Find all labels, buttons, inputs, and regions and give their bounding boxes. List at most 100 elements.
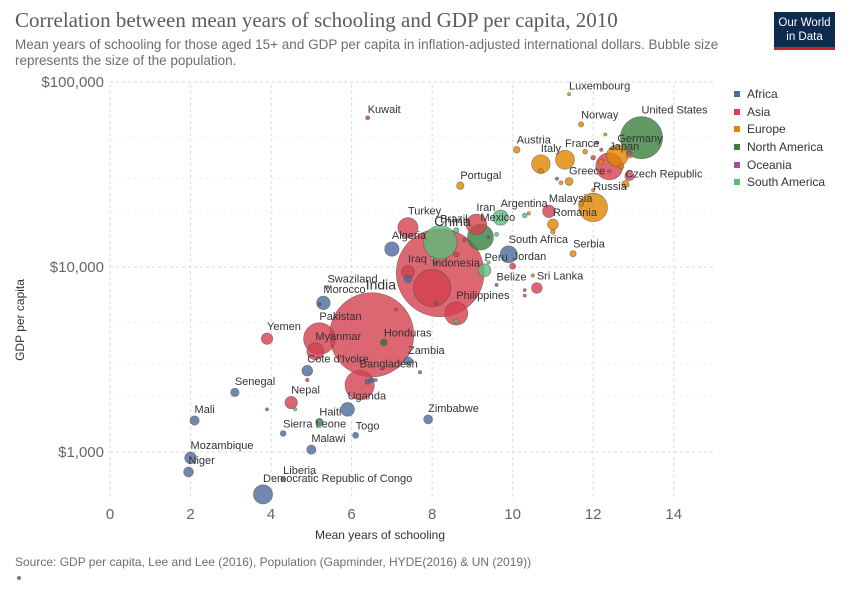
data-point[interactable] bbox=[301, 365, 313, 377]
data-point[interactable] bbox=[403, 356, 413, 366]
data-point[interactable] bbox=[293, 407, 298, 412]
data-point[interactable] bbox=[393, 307, 398, 312]
data-point[interactable] bbox=[591, 188, 596, 193]
data-point[interactable] bbox=[325, 285, 330, 289]
data-point[interactable] bbox=[610, 145, 616, 151]
data-point[interactable] bbox=[381, 339, 387, 345]
data-point[interactable] bbox=[279, 430, 287, 437]
data-point[interactable] bbox=[462, 237, 467, 242]
data-point[interactable] bbox=[578, 192, 608, 223]
data-point[interactable] bbox=[413, 269, 452, 307]
data-point[interactable] bbox=[189, 415, 200, 426]
data-point[interactable] bbox=[397, 217, 419, 239]
data-point[interactable] bbox=[260, 332, 274, 345]
data-point[interactable] bbox=[530, 273, 535, 278]
data-point[interactable] bbox=[567, 92, 571, 97]
data-point[interactable] bbox=[618, 163, 625, 170]
data-point[interactable] bbox=[315, 418, 324, 427]
data-point[interactable] bbox=[626, 150, 633, 157]
data-point[interactable] bbox=[531, 282, 543, 294]
data-point[interactable] bbox=[499, 245, 518, 264]
legend-item-africa[interactable]: Africa bbox=[734, 85, 825, 103]
data-point[interactable] bbox=[344, 370, 375, 401]
data-point[interactable] bbox=[550, 229, 556, 235]
data-point[interactable] bbox=[352, 432, 359, 439]
data-point[interactable] bbox=[522, 288, 527, 293]
owid-logo[interactable]: Our World in Data bbox=[774, 12, 835, 50]
data-point[interactable] bbox=[306, 342, 325, 361]
data-point[interactable] bbox=[456, 181, 465, 190]
data-point[interactable] bbox=[306, 444, 317, 455]
data-point[interactable] bbox=[465, 213, 488, 235]
legend-item-oceania[interactable]: Oceania bbox=[734, 156, 825, 174]
data-point[interactable] bbox=[522, 212, 528, 219]
data-point[interactable] bbox=[492, 209, 509, 226]
point-label: India bbox=[366, 277, 397, 293]
data-point[interactable] bbox=[547, 218, 559, 231]
data-point[interactable] bbox=[526, 211, 531, 216]
data-point[interactable] bbox=[369, 377, 375, 383]
data-point[interactable] bbox=[582, 148, 588, 155]
data-point[interactable] bbox=[434, 300, 439, 305]
data-point[interactable] bbox=[340, 402, 355, 417]
data-point[interactable] bbox=[265, 407, 269, 412]
data-point[interactable] bbox=[494, 232, 499, 237]
data-point[interactable] bbox=[434, 261, 439, 266]
data-point[interactable] bbox=[595, 140, 600, 145]
data-point[interactable] bbox=[624, 171, 635, 182]
data-point[interactable] bbox=[284, 396, 298, 410]
data-point[interactable] bbox=[280, 476, 286, 483]
data-point[interactable] bbox=[607, 169, 612, 174]
data-point[interactable] bbox=[554, 176, 559, 181]
data-point[interactable] bbox=[384, 241, 400, 257]
data-point[interactable] bbox=[555, 149, 575, 170]
data-point[interactable] bbox=[564, 177, 574, 186]
point-label: Yemen bbox=[267, 321, 301, 333]
data-point[interactable] bbox=[494, 283, 499, 287]
data-point[interactable] bbox=[537, 168, 544, 175]
data-point[interactable] bbox=[578, 200, 585, 207]
point-label: Cote d'Ivoire bbox=[307, 353, 368, 365]
data-point[interactable] bbox=[429, 256, 435, 261]
data-point[interactable] bbox=[305, 378, 310, 383]
data-point[interactable] bbox=[578, 121, 585, 128]
data-point[interactable] bbox=[621, 180, 630, 189]
data-point[interactable] bbox=[365, 115, 371, 121]
data-point[interactable] bbox=[512, 146, 521, 154]
point-label: Iran bbox=[476, 202, 495, 214]
data-point[interactable] bbox=[522, 293, 527, 298]
legend-item-asia[interactable]: Asia bbox=[734, 103, 825, 121]
data-point[interactable] bbox=[230, 387, 240, 397]
legend-label: North America bbox=[747, 139, 824, 154]
data-point[interactable] bbox=[453, 227, 460, 234]
data-point[interactable] bbox=[253, 484, 273, 505]
data-point[interactable] bbox=[477, 263, 492, 278]
data-point[interactable] bbox=[183, 466, 194, 478]
legend-item-south-america[interactable]: South America bbox=[734, 173, 825, 191]
data-point[interactable] bbox=[317, 302, 322, 307]
data-point[interactable] bbox=[418, 370, 423, 375]
data-point[interactable] bbox=[453, 318, 459, 324]
data-point[interactable] bbox=[444, 301, 469, 326]
point-label: United States bbox=[642, 105, 709, 117]
data-point[interactable] bbox=[486, 260, 491, 265]
data-point[interactable] bbox=[599, 147, 604, 152]
data-point[interactable] bbox=[423, 225, 458, 260]
data-point[interactable] bbox=[403, 275, 413, 284]
data-point[interactable] bbox=[590, 154, 596, 161]
data-point[interactable] bbox=[620, 116, 663, 160]
data-point[interactable] bbox=[373, 378, 378, 382]
data-point[interactable] bbox=[558, 180, 564, 186]
legend-item-europe[interactable]: Europe bbox=[734, 120, 825, 138]
data-point[interactable] bbox=[509, 262, 517, 270]
data-point[interactable] bbox=[542, 204, 556, 218]
data-point[interactable] bbox=[598, 158, 605, 165]
data-point[interactable] bbox=[486, 235, 491, 240]
data-point[interactable] bbox=[569, 250, 577, 258]
legend-item-north-america[interactable]: North America bbox=[734, 138, 825, 156]
data-point[interactable] bbox=[453, 251, 460, 258]
data-point[interactable] bbox=[423, 414, 433, 425]
data-point[interactable] bbox=[603, 132, 608, 137]
data-point[interactable] bbox=[316, 295, 331, 310]
data-point[interactable] bbox=[184, 451, 197, 465]
